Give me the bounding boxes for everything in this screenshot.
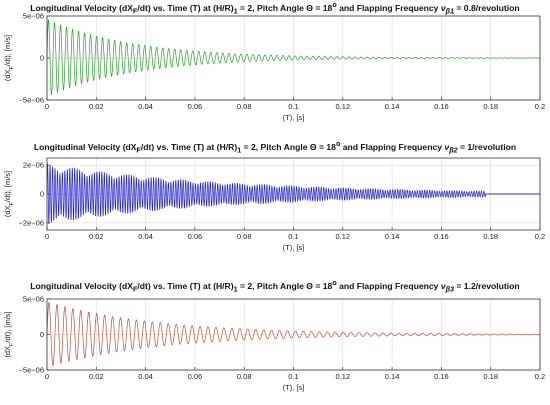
x-tick-label: 0.16	[434, 372, 449, 381]
x-tick-label: 0.02	[89, 372, 104, 381]
y-axis-label: (dXF/dt), [m/s]	[3, 171, 15, 217]
x-tick-label: 0.02	[89, 102, 104, 111]
series-line	[46, 163, 540, 224]
x-tick-label: 0.14	[385, 372, 400, 381]
y-axis-label: (dXF/dt), [m/s]	[3, 35, 15, 81]
x-tick-label: 0.06	[188, 102, 203, 111]
x-tick-label: 0.18	[483, 102, 498, 111]
x-tick-label: 0.04	[138, 102, 153, 111]
x-tick-label: 0	[45, 372, 49, 381]
chart-title: Longitudinal Velocity (dXF/dt) vs. Time …	[30, 1, 520, 16]
chart-panel-3: Longitudinal Velocity (dXF/dt) vs. Time …	[0, 270, 550, 405]
y-axis-label: (dXF/dt), [m/s]	[3, 311, 15, 357]
x-tick-label: 0.2	[535, 102, 545, 111]
chart-panel-2: Longitudinal Velocity (dXF/dt) vs. Time …	[0, 135, 550, 270]
y-tick-label: −2e−06	[19, 218, 44, 227]
chart-title: Longitudinal Velocity (dXF/dt) vs. Time …	[30, 279, 520, 294]
chart-plot: 0 0.02 0.04 0.06 0.08 0.1 0.12 0.14 0.16 0.18 0.2 2…	[3, 157, 545, 252]
chart-panel-1: Longitudinal Velocity (dXF/dt) vs. Time …	[0, 0, 550, 135]
x-tick-label: 0.16	[434, 102, 449, 111]
y-tick-label: −5e−06	[19, 96, 44, 105]
x-tick-label: 0.12	[335, 232, 350, 241]
x-tick-label: 0.12	[335, 102, 350, 111]
y-tick-label: 0	[40, 330, 44, 339]
y-tick-label: −5e−06	[19, 366, 44, 375]
x-tick-label: 0.08	[237, 372, 252, 381]
x-tick-label: 0.08	[237, 232, 252, 241]
x-axis-label: (T), [s]	[283, 243, 305, 252]
chart-title: Longitudinal Velocity (dXF/dt) vs. Time …	[33, 140, 517, 155]
series-line	[46, 301, 541, 366]
x-tick-label: 0.1	[288, 232, 298, 241]
x-tick-label: 0.18	[483, 232, 498, 241]
x-tick-label: 0.04	[138, 232, 153, 241]
x-tick-label: 0.04	[138, 372, 153, 381]
x-tick-label: 0.08	[237, 102, 252, 111]
x-tick-label: 0.16	[434, 232, 449, 241]
series-line	[46, 19, 541, 95]
x-axis-label: (T), [s]	[283, 383, 305, 392]
y-tick-label: 5e−06	[23, 295, 44, 304]
y-tick-label: 0	[40, 190, 44, 199]
x-tick-label: 0.1	[288, 372, 298, 381]
y-tick-label: 0	[40, 54, 44, 63]
chart-plot: 0 0.02 0.04 0.06 0.08 0.1 0.12 0.14 0.16 0.18 0.2 5…	[3, 295, 545, 393]
x-tick-label: 0.1	[288, 102, 298, 111]
x-tick-label: 0.06	[188, 232, 203, 241]
x-tick-label: 0.2	[535, 232, 545, 241]
chart-plot: 0 0.02 0.04 0.06 0.08 0.1 0.12 0.14 0.16 0.18 0.2 5…	[3, 12, 545, 123]
x-axis-label: (T), [s]	[283, 113, 305, 122]
x-tick-label: 0.12	[335, 372, 350, 381]
y-tick-label: 5e−06	[23, 12, 44, 21]
x-tick-label: 0	[45, 102, 49, 111]
x-tick-label: 0.2	[535, 372, 545, 381]
x-tick-label: 0.06	[188, 372, 203, 381]
x-tick-label: 0.18	[483, 372, 498, 381]
x-tick-label: 0.14	[385, 102, 400, 111]
x-tick-label: 0	[45, 232, 49, 241]
x-tick-label: 0.02	[89, 232, 104, 241]
y-tick-label: 2e−06	[23, 161, 44, 170]
x-tick-label: 0.14	[385, 232, 400, 241]
